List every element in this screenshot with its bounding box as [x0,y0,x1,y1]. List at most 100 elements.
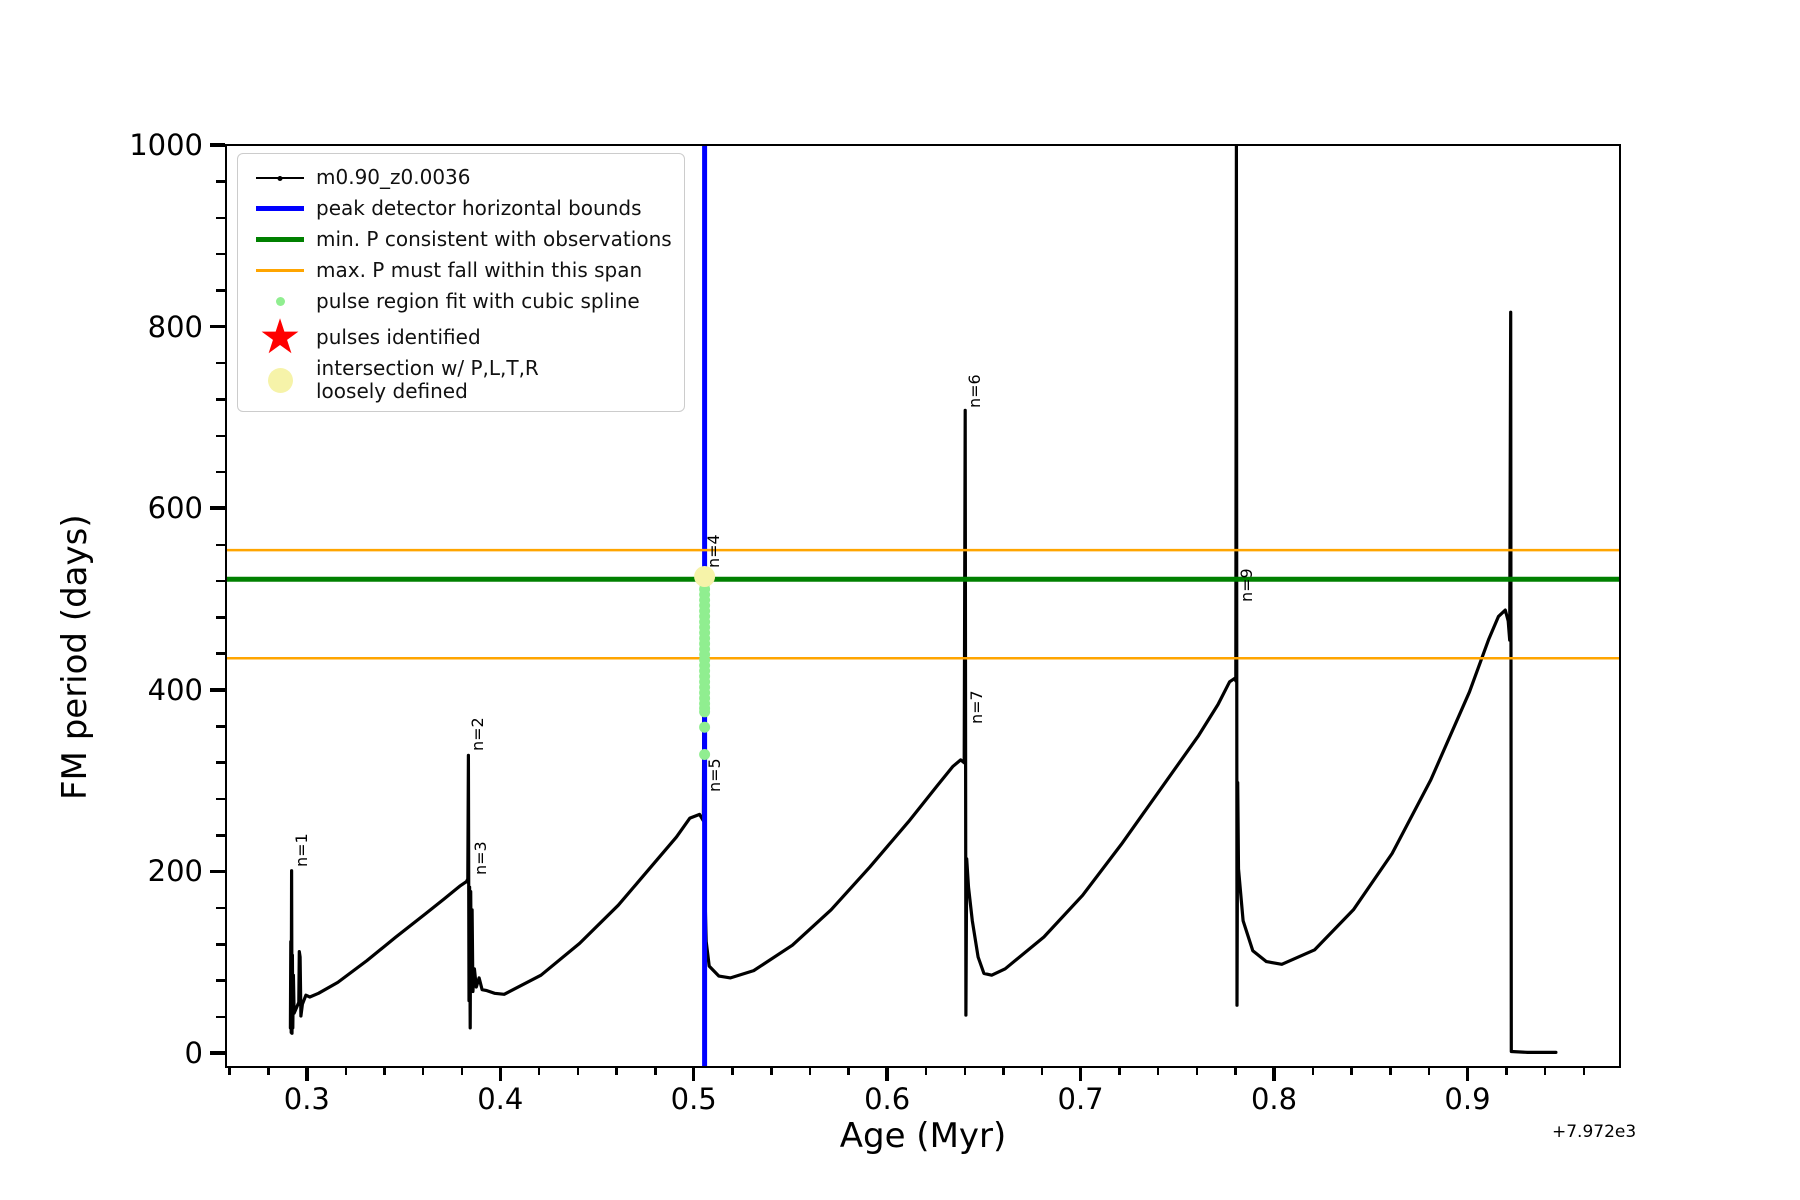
x-minor-tick [731,1066,734,1075]
legend-label: max. P must fall within this span [316,258,643,282]
y-minor-tick [216,579,225,583]
series-m0.90_z0.0036 [288,146,1558,1054]
big-dot-marker-icon [244,367,316,393]
x-major-tick [498,1066,503,1081]
x-minor-tick [228,1066,231,1075]
y-minor-tick [216,434,225,438]
legend-row: intersection w/ P,L,T,R loosely defined [244,357,674,403]
x-tick-label: 0.9 [1444,1082,1491,1116]
annotation-n=1: n=1 [291,833,311,867]
y-tick-label: 200 [147,854,203,889]
y-minor-tick [216,398,225,401]
y-minor-tick [216,470,225,474]
y-minor-tick [216,252,225,256]
x-major-tick [1272,1066,1276,1081]
x-axis-label: Age (Myr) [839,1116,1007,1156]
x-minor-tick [1234,1066,1237,1075]
star-marker-icon: ★ [258,309,302,365]
marker-intersection w/ P,L,T,R loosely defined [694,566,716,587]
x-minor-tick [1427,1066,1431,1075]
annotation-n=2: n=2 [468,716,488,751]
x-tick-label: 0.5 [670,1082,717,1116]
marker-pulse region fit with cubic spline [699,749,711,760]
x-minor-tick [383,1066,386,1075]
x-major-tick [885,1066,889,1081]
x-minor-tick [615,1066,618,1075]
x-minor-tick [1582,1066,1586,1075]
x-tick-label: 0.7 [1057,1082,1104,1116]
legend-label: intersection w/ P,L,T,R loosely defined [316,356,539,403]
y-tick-label: 0 [184,1036,203,1071]
x-minor-tick [537,1066,541,1075]
annotation-n=6: n=6 [965,374,985,409]
x-minor-tick [1195,1066,1199,1075]
x-minor-tick [1311,1066,1315,1075]
x-minor-tick [847,1066,850,1075]
y-tick-label: 400 [147,672,203,707]
legend-label: pulses identified [316,324,481,349]
x-major-tick [305,1066,309,1081]
x-minor-tick [1040,1066,1044,1075]
annotation-n=3: n=3 [470,841,490,876]
legend-label: pulse region fit with cubic spline [316,289,640,313]
x-minor-tick [1350,1066,1353,1075]
y-minor-tick [216,834,225,837]
x-minor-tick [267,1066,270,1075]
chart-canvas [227,146,1619,1066]
y-minor-tick [216,180,225,183]
annotation-n=4: n=4 [704,534,724,569]
y-minor-tick [216,289,225,292]
y-major-tick [210,1051,225,1055]
x-minor-tick [1389,1066,1392,1075]
x-tick-label: 0.8 [1250,1082,1298,1116]
y-minor-tick [216,906,225,910]
y-minor-tick [216,979,225,982]
x-major-tick [1465,1066,1470,1081]
legend-label: peak detector horizontal bounds [316,196,642,220]
y-major-tick [210,324,225,329]
legend-row: max. P must fall within this span [244,255,674,286]
thin-line-icon [244,269,316,272]
x-tick-label: 0.6 [864,1082,911,1116]
x-minor-tick [808,1066,812,1075]
y-minor-tick [216,616,225,619]
marker-pulse region fit with cubic spline [699,721,711,733]
line-marker-icon [244,175,316,181]
x-minor-tick [924,1066,928,1075]
legend-row: ★ pulses identified [244,309,674,365]
y-major-tick [210,869,225,874]
legend-row: peak detector horizontal bounds [244,193,674,224]
y-minor-tick [216,216,225,220]
annotation-n=9: n=9 [1236,567,1256,602]
marker-pulse region fit with cubic spline [699,706,711,718]
legend-row: min. P consistent with observations [244,224,674,255]
x-major-tick [1078,1066,1083,1081]
x-minor-tick [1118,1066,1121,1075]
legend-label: min. P consistent with observations [316,227,672,251]
plot-area [225,144,1621,1068]
y-axis-label: FM period (days) [55,514,95,800]
y-tick-label: 600 [147,491,203,526]
x-tick-label: 0.4 [477,1082,524,1116]
x-minor-tick [1505,1066,1508,1075]
y-minor-tick [216,543,225,546]
x-minor-tick [421,1066,425,1075]
legend-row: pulse region fit with cubic spline [244,286,674,317]
y-minor-tick [216,761,225,764]
x-minor-tick [1002,1066,1005,1075]
x-minor-tick [460,1066,464,1075]
legend-row: m0.90_z0.0036 [244,162,674,193]
x-axis-offset-text: +7.972e3 [1552,1122,1637,1142]
y-minor-tick [216,725,225,728]
annotation-n=5: n=5 [705,758,725,793]
y-tick-label: 1000 [129,127,203,162]
y-minor-tick [216,943,225,946]
thick-line-icon [244,237,316,242]
y-minor-tick [216,652,225,655]
y-minor-tick [216,797,225,801]
x-minor-tick [576,1066,580,1075]
y-minor-tick [216,361,225,365]
annotation-n=7: n=7 [966,690,986,725]
